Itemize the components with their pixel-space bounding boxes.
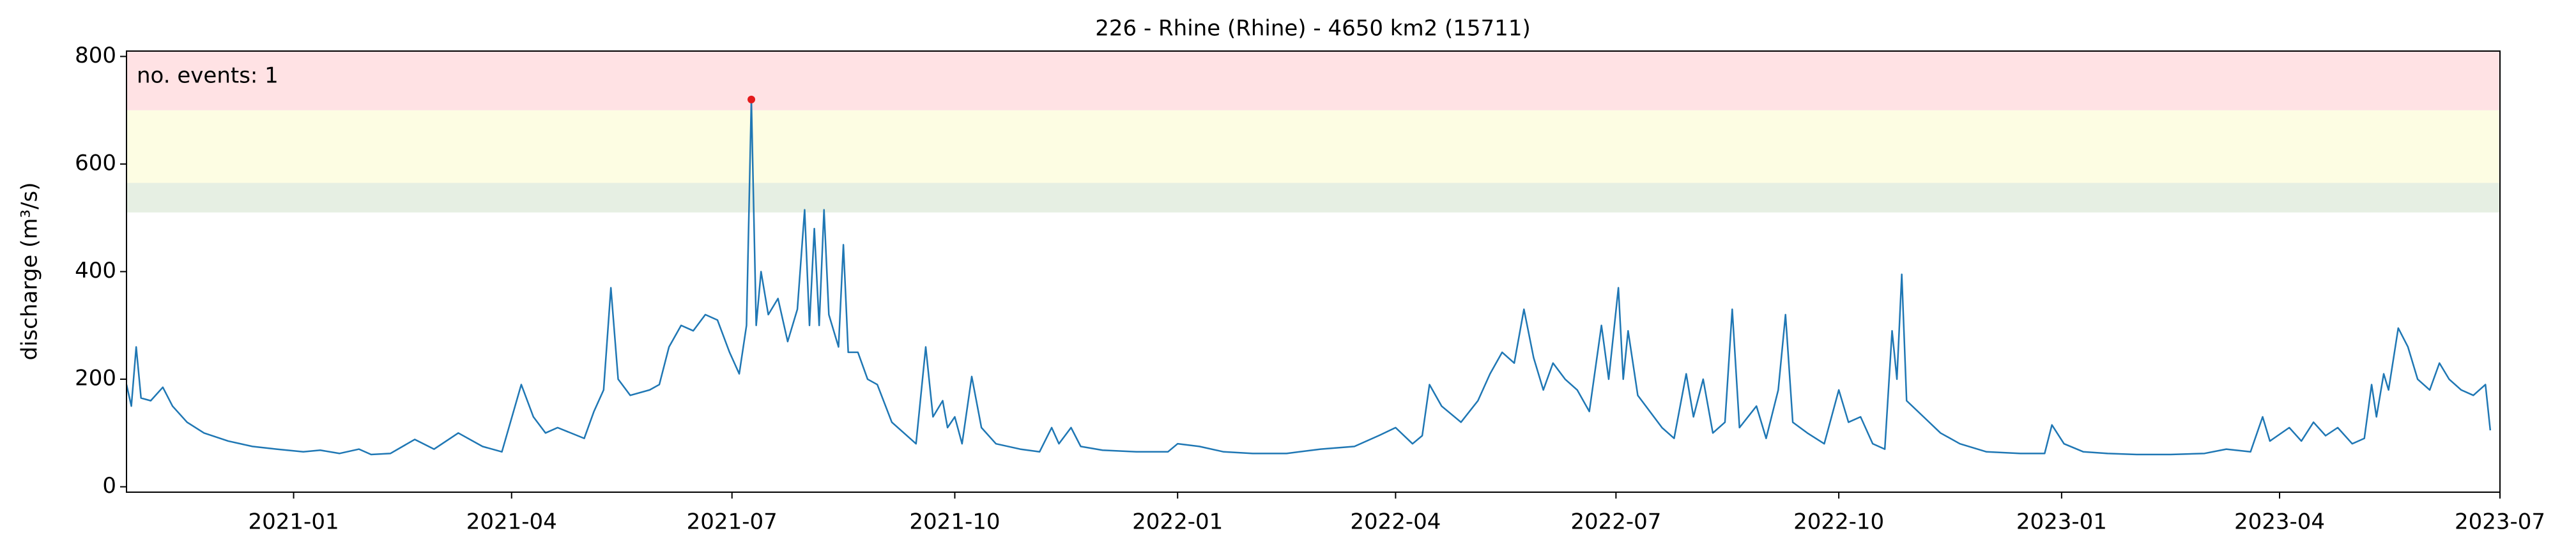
x-tick-label: 2021-01 bbox=[249, 509, 339, 535]
x-tick-label: 2022-01 bbox=[1132, 509, 1223, 535]
x-tick-label: 2022-10 bbox=[1793, 509, 1884, 535]
x-tick-label: 2022-07 bbox=[1570, 509, 1661, 535]
chart-title: 226 - Rhine (Rhine) - 4650 km2 (15711) bbox=[1095, 16, 1530, 41]
x-tick-label: 2023-04 bbox=[2234, 509, 2325, 535]
x-tick-label: 2021-10 bbox=[909, 509, 1000, 535]
plot-frame bbox=[126, 50, 2501, 493]
x-tick-label: 2023-07 bbox=[2455, 509, 2545, 535]
y-tick-label: 400 bbox=[75, 258, 116, 283]
discharge-line bbox=[125, 98, 2492, 456]
threshold-band bbox=[126, 183, 2500, 213]
x-tick-label: 2023-01 bbox=[2016, 509, 2107, 535]
x-tick-label: 2022-04 bbox=[1350, 509, 1441, 535]
y-axis-label: discharge (m³/s) bbox=[17, 183, 43, 361]
threshold-band bbox=[126, 110, 2500, 183]
y-tick-label: 0 bbox=[102, 473, 116, 499]
y-tick-label: 800 bbox=[75, 43, 116, 68]
y-tick-label: 200 bbox=[75, 366, 116, 391]
x-tick-label: 2021-04 bbox=[466, 509, 557, 535]
event-marker bbox=[747, 95, 756, 103]
event-count: no. events: 1 bbox=[137, 63, 279, 89]
x-tick-label: 2021-07 bbox=[687, 509, 778, 535]
y-tick-label: 600 bbox=[75, 150, 116, 176]
threshold-band bbox=[126, 51, 2500, 110]
